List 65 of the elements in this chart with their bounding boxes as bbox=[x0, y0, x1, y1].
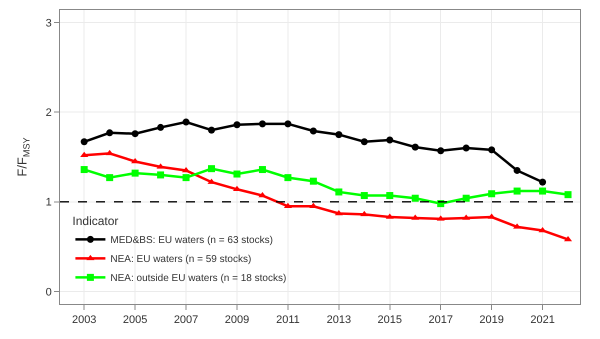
point bbox=[360, 210, 368, 216]
point bbox=[539, 188, 546, 195]
x-tick-label: 2013 bbox=[326, 314, 352, 326]
point bbox=[488, 190, 496, 198]
point bbox=[462, 214, 470, 220]
y-tick-label: 3 bbox=[46, 17, 52, 30]
point bbox=[182, 174, 190, 182]
point bbox=[182, 118, 190, 126]
point bbox=[386, 192, 394, 200]
point bbox=[208, 165, 216, 172]
point bbox=[208, 126, 216, 134]
point bbox=[233, 121, 240, 128]
x-tick-label: 2009 bbox=[224, 314, 250, 326]
point bbox=[488, 146, 496, 154]
point bbox=[80, 138, 88, 146]
point bbox=[360, 192, 368, 200]
point bbox=[437, 147, 444, 154]
point bbox=[462, 144, 470, 152]
point bbox=[335, 131, 342, 138]
point bbox=[412, 194, 419, 202]
point bbox=[284, 174, 292, 182]
point bbox=[106, 174, 114, 182]
point bbox=[335, 188, 342, 196]
point bbox=[80, 166, 88, 174]
x-tick-label: 2003 bbox=[72, 314, 96, 326]
point bbox=[233, 170, 240, 178]
y-tick-label: 2 bbox=[46, 107, 52, 120]
point bbox=[513, 223, 522, 229]
point bbox=[310, 178, 317, 185]
y-tick-label: 1 bbox=[46, 196, 52, 209]
point bbox=[157, 124, 164, 131]
point bbox=[411, 214, 420, 220]
point bbox=[157, 171, 164, 178]
x-tick-label: 2015 bbox=[378, 314, 402, 326]
point bbox=[412, 144, 419, 151]
point bbox=[258, 166, 266, 174]
point bbox=[156, 163, 165, 169]
point bbox=[386, 136, 394, 144]
x-tick-label: 2005 bbox=[122, 314, 148, 326]
point bbox=[514, 166, 521, 174]
legend-label: NEA: EU waters (n = 59 stocks) bbox=[110, 254, 252, 266]
point bbox=[106, 129, 114, 136]
x-tick-label: 2007 bbox=[174, 314, 198, 326]
point bbox=[132, 170, 139, 177]
point bbox=[310, 128, 317, 135]
legend-title: Indicator bbox=[72, 214, 118, 228]
legend-label: NEA: outside EU waters (n = 18 stocks) bbox=[110, 273, 286, 284]
x-tick-label: 2011 bbox=[276, 314, 300, 326]
legend-label: MED&BS: EU waters (n = 63 stocks) bbox=[110, 235, 273, 246]
point bbox=[258, 120, 266, 128]
x-tick-label: 2021 bbox=[530, 314, 555, 326]
point bbox=[131, 158, 140, 164]
point bbox=[436, 215, 445, 221]
x-tick-label: 2019 bbox=[479, 314, 504, 326]
point bbox=[462, 194, 470, 202]
y-tick-label: 0 bbox=[46, 286, 52, 298]
point bbox=[360, 138, 368, 146]
point bbox=[284, 120, 292, 128]
point bbox=[334, 210, 343, 216]
point bbox=[284, 202, 292, 208]
x-tick-label: 2017 bbox=[428, 314, 453, 326]
point bbox=[132, 130, 139, 138]
point bbox=[539, 178, 546, 186]
point bbox=[514, 188, 521, 195]
point bbox=[564, 191, 572, 198]
